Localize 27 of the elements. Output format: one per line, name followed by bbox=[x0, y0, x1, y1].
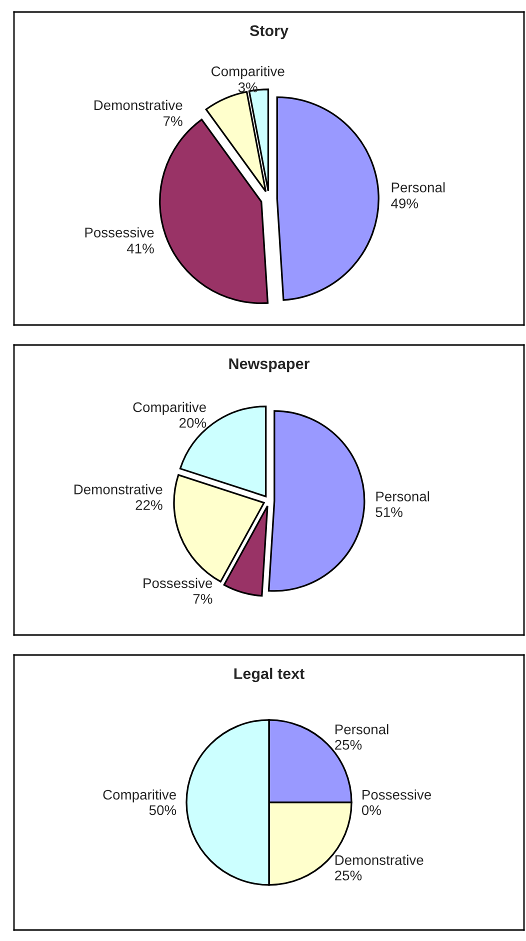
chart-title: Newspaper bbox=[229, 358, 310, 372]
slice-label: Demonstrative bbox=[335, 854, 424, 865]
data-label: 41% bbox=[126, 244, 154, 254]
slice-label: Personal bbox=[335, 724, 388, 734]
data-label: 20% bbox=[179, 418, 206, 428]
data-label: 51% bbox=[376, 507, 402, 518]
text: 0% bbox=[362, 805, 381, 816]
data-label: 49% bbox=[391, 198, 418, 208]
data-label: 50% bbox=[149, 805, 176, 816]
slice-label: Possessive bbox=[85, 227, 154, 238]
data-label: 25% bbox=[335, 740, 362, 750]
slice-label: Demonstrative bbox=[94, 100, 182, 110]
data-label: 7% bbox=[193, 594, 212, 604]
category-label: Possessive bbox=[362, 789, 432, 800]
slice-label: Comparitive bbox=[133, 402, 206, 415]
slice-label: Personal bbox=[392, 182, 445, 192]
data-label: 3% bbox=[238, 82, 258, 92]
chart-title: Story bbox=[250, 25, 288, 40]
slice-label: Possessive bbox=[144, 578, 212, 588]
slice-label: Comparitive bbox=[212, 66, 284, 79]
data-label: 25% bbox=[335, 870, 362, 880]
slice-label: Comparitive bbox=[103, 789, 176, 802]
data-label: 7% bbox=[164, 116, 182, 126]
slice-label: Personal bbox=[376, 491, 430, 502]
data-label: 22% bbox=[136, 500, 162, 510]
slice-label: Demonstrative bbox=[74, 484, 162, 494]
chart-title: Legal text bbox=[234, 668, 304, 682]
